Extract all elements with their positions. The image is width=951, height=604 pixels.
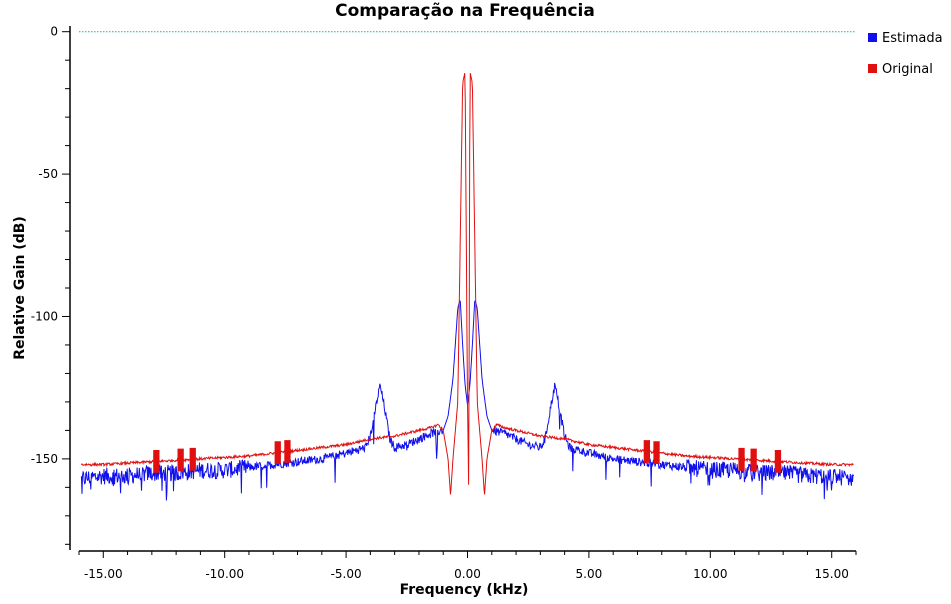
x-tick-label: 10.00 xyxy=(693,567,727,581)
x-tick-label: -5.00 xyxy=(331,567,362,581)
series-line-original xyxy=(80,73,854,495)
y-axis-label: Relative Gain (dB) xyxy=(12,216,28,360)
legend-label: Original xyxy=(882,62,933,77)
original-spur xyxy=(750,448,757,472)
chart-title: Comparação na Frequência xyxy=(335,1,595,21)
y-tick-label: 0 xyxy=(50,25,58,39)
series-layer xyxy=(79,31,856,501)
x-axis-label: Frequency (kHz) xyxy=(400,582,529,598)
x-tick-label: 5.00 xyxy=(576,567,603,581)
y-tick-label: -50 xyxy=(38,167,58,181)
original-spur xyxy=(653,441,660,464)
y-tick-label: -150 xyxy=(31,452,58,466)
legend-swatch xyxy=(868,33,877,42)
original-spur xyxy=(643,440,650,463)
x-tick-label: 15.00 xyxy=(815,567,849,581)
original-spur xyxy=(284,440,291,463)
original-spur xyxy=(177,448,184,472)
legend: Estimada Original xyxy=(868,31,943,77)
y-tick-label: -100 xyxy=(31,309,58,323)
original-spur xyxy=(774,450,782,473)
plot-area xyxy=(79,26,856,550)
x-tick-label: -15.00 xyxy=(84,567,123,581)
x-axis: -15.00 -10.00 -5.00 0.00 5.00 10.00 15.00 xyxy=(78,550,857,581)
legend-swatch xyxy=(868,64,877,73)
original-spur xyxy=(738,447,745,471)
original-spur xyxy=(189,447,196,471)
original-spur xyxy=(153,450,160,473)
original-spur xyxy=(274,441,281,464)
y-axis: 0 -50 -100 -150 xyxy=(31,25,71,550)
x-tick-label: 0.00 xyxy=(454,567,481,581)
x-tick-label: -10.00 xyxy=(205,567,244,581)
legend-label: Estimada xyxy=(882,31,943,46)
